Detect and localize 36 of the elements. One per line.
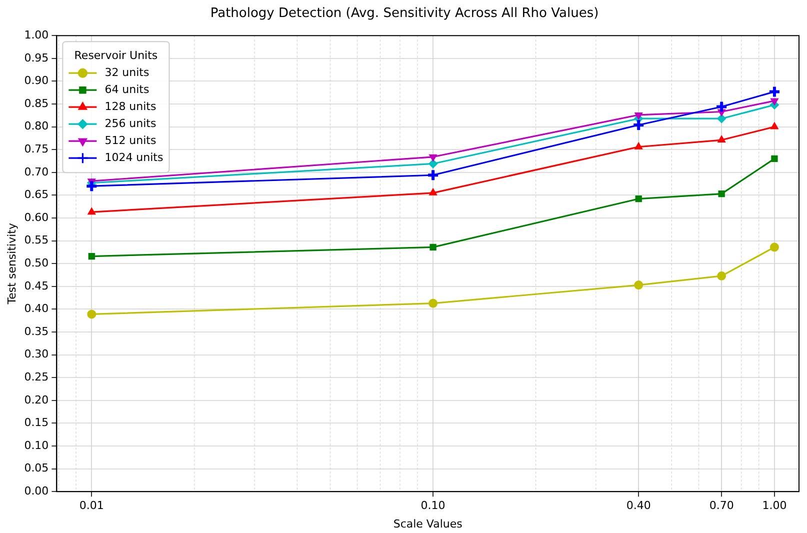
x-tick-label: 0.40 bbox=[626, 499, 651, 512]
legend-label: 32 units bbox=[104, 66, 150, 79]
y-tick-label: 0.95 bbox=[24, 51, 49, 64]
legend-title: Reservoir Units bbox=[74, 48, 158, 62]
y-tick-label: 0.80 bbox=[24, 120, 49, 133]
y-tick-label: 0.15 bbox=[24, 416, 49, 430]
y-tick-label: 0.50 bbox=[24, 256, 49, 270]
y-tick-label: 0.45 bbox=[24, 279, 49, 292]
legend-label: 64 units bbox=[104, 82, 150, 96]
legend-label: 256 units bbox=[104, 116, 156, 130]
y-tick-label: 0.25 bbox=[24, 370, 49, 384]
y-tick-label: 1.00 bbox=[24, 28, 49, 42]
x-tick-label: 1.00 bbox=[762, 499, 787, 512]
y-axis-title: Test sensitivity bbox=[5, 222, 18, 306]
chart-title: Pathology Detection (Avg. Sensitivity Across All Rho Values) bbox=[210, 6, 599, 22]
y-tick-label: 0.05 bbox=[24, 462, 49, 475]
x-tick-label: 0.01 bbox=[79, 499, 104, 512]
y-tick-label: 0.35 bbox=[24, 324, 49, 338]
y-tick-label: 0.75 bbox=[24, 142, 49, 156]
y-tick-label: 0.55 bbox=[24, 234, 49, 247]
y-tick-label: 0.20 bbox=[24, 393, 49, 406]
y-tick-label: 0.30 bbox=[24, 348, 49, 361]
x-tick-label: 0.10 bbox=[420, 499, 446, 512]
x-axis-title: Scale Values bbox=[393, 517, 463, 530]
legend-label: 512 units bbox=[104, 134, 156, 147]
x-tick-label: 0.70 bbox=[709, 499, 734, 512]
legend-label: 1024 units bbox=[104, 150, 164, 164]
y-tick-label: 0.90 bbox=[24, 74, 49, 88]
y-tick-label: 0.85 bbox=[24, 96, 49, 110]
y-tick-label: 0.60 bbox=[24, 210, 49, 224]
y-tick-label: 0.65 bbox=[24, 188, 49, 202]
y-tick-label: 0.10 bbox=[24, 438, 49, 452]
y-tick-label: 0.40 bbox=[24, 302, 49, 316]
legend-label: 128 units bbox=[104, 100, 156, 113]
y-tick-label: 0.70 bbox=[24, 165, 49, 178]
y-tick-label: 0.00 bbox=[24, 484, 49, 498]
